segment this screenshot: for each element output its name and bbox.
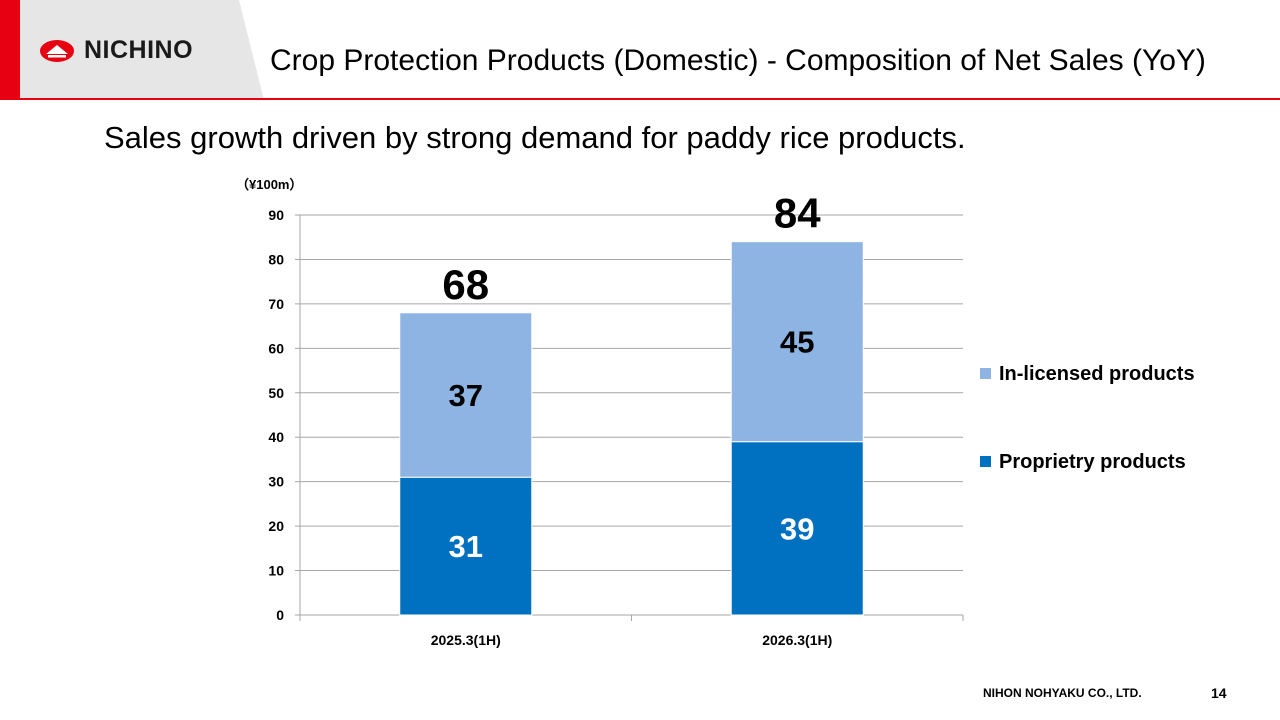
y-tick-label: 90 xyxy=(268,207,284,223)
bar-proprietary xyxy=(730,441,864,616)
bar-in-licensed xyxy=(399,312,533,478)
footer-company-name: NIHON NOHYAKU CO., LTD. xyxy=(983,686,1142,700)
slide-subtitle: Sales growth driven by strong demand for… xyxy=(104,120,966,155)
data-label-in-licensed: 45 xyxy=(780,325,814,360)
y-tick-label: 70 xyxy=(268,296,284,312)
y-tick-label: 30 xyxy=(268,474,284,490)
nichino-logo-icon xyxy=(40,39,74,62)
company-logo: NICHINO xyxy=(38,36,193,65)
y-tick-label: 20 xyxy=(268,518,284,534)
page-title: Crop Protection Products (Domestic) - Co… xyxy=(270,44,1206,77)
header-divider xyxy=(20,98,1280,100)
bar-in-licensed xyxy=(730,241,864,443)
data-label-proprietary: 31 xyxy=(449,529,483,564)
legend-proprietary-label: Proprietry products xyxy=(999,451,1186,473)
y-tick-label: 10 xyxy=(268,563,284,579)
y-tick-label: 60 xyxy=(268,340,284,356)
brand-accent-bar xyxy=(0,0,20,100)
unit-label: （¥100m） xyxy=(236,177,302,192)
y-tick-label: 40 xyxy=(268,429,284,445)
total-label: 68 xyxy=(442,261,489,308)
total-label: 84 xyxy=(774,190,821,237)
page-number: 14 xyxy=(1211,685,1227,701)
x-tick-label: 2025.3(1H) xyxy=(431,632,501,648)
y-tick-label: 0 xyxy=(276,607,284,623)
x-tick-label: 2026.3(1H) xyxy=(762,632,832,648)
legend-proprietary-swatch xyxy=(980,456,991,467)
y-tick-label: 80 xyxy=(268,251,284,267)
data-label-proprietary: 39 xyxy=(780,511,814,546)
y-tick-label: 50 xyxy=(268,385,284,401)
legend-in-licensed-label: In-licensed products xyxy=(999,363,1195,385)
legend-in-licensed-swatch xyxy=(980,368,991,379)
data-label-in-licensed: 37 xyxy=(449,378,483,413)
logo-text: NICHINO xyxy=(84,36,194,64)
